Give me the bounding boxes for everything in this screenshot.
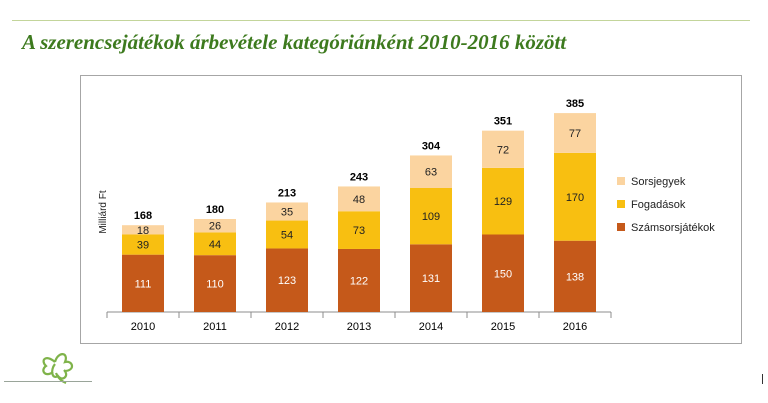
bar-sorsjegyek-2012 — [266, 202, 308, 221]
bar-számsorsjátékok-2013 — [338, 248, 380, 312]
bar-value-label: 54 — [281, 230, 293, 242]
total-label: 243 — [350, 171, 368, 183]
bar-számsorsjátékok-2014 — [410, 244, 452, 312]
bar-value-label: 77 — [569, 128, 581, 140]
legend-swatch — [617, 177, 625, 185]
bar-számsorsjátékok-2010 — [122, 254, 164, 312]
bar-value-label: 18 — [137, 225, 149, 237]
legend-swatch — [617, 200, 625, 208]
bar-fogadások-2015 — [482, 167, 524, 235]
bar-value-label: 129 — [494, 196, 512, 208]
bar-value-label: 73 — [353, 225, 365, 237]
bar-fogadások-2011 — [194, 232, 236, 256]
x-tick-label: 2010 — [131, 321, 155, 333]
clover-icon — [20, 340, 100, 390]
x-tick-label: 2016 — [563, 321, 587, 333]
bar-value-label: 35 — [281, 207, 293, 219]
total-label: 180 — [206, 204, 224, 216]
bar-value-label: 170 — [566, 192, 584, 204]
total-label: 168 — [134, 210, 152, 222]
bar-value-label: 110 — [206, 279, 224, 291]
bar-fogadások-2010 — [122, 234, 164, 255]
bar-value-label: 44 — [209, 239, 221, 251]
bar-value-label: 109 — [422, 211, 440, 223]
legend-item-label: Számsorsjátékok — [631, 222, 715, 234]
x-tick-label: 2013 — [347, 321, 371, 333]
legend-item-label: Fogadások — [631, 199, 686, 211]
bar-fogadások-2014 — [410, 188, 452, 245]
title-divider — [12, 20, 750, 21]
bar-value-label: 48 — [353, 194, 365, 206]
bar-value-label: 111 — [135, 278, 152, 290]
x-tick-label: 2011 — [203, 321, 227, 333]
bar-számsorsjátékok-2015 — [482, 234, 524, 312]
bar-fogadások-2016 — [554, 152, 596, 241]
bar-value-label: 63 — [425, 167, 437, 179]
bar-value-label: 72 — [497, 144, 509, 156]
bar-value-label: 39 — [137, 240, 149, 252]
x-tick-label: 2012 — [275, 321, 299, 333]
bar-sorsjegyek-2014 — [410, 155, 452, 188]
y-axis-label: Milliárd Ft — [98, 190, 109, 234]
bar-value-label: 123 — [278, 275, 296, 287]
total-label: 213 — [278, 187, 296, 199]
page-edge-mark — [762, 374, 763, 384]
bar-value-label: 138 — [566, 271, 584, 283]
legend-item-label: Sorsjegyek — [631, 176, 686, 188]
bar-fogadások-2013 — [338, 211, 380, 249]
bar-value-label: 26 — [209, 221, 221, 233]
total-label: 351 — [494, 116, 512, 128]
footer-divider — [4, 381, 92, 382]
bar-sorsjegyek-2015 — [482, 130, 524, 168]
bar-számsorsjátékok-2016 — [554, 240, 596, 312]
bar-value-label: 131 — [422, 273, 440, 285]
bar-számsorsjátékok-2012 — [266, 248, 308, 312]
x-tick-label: 2015 — [491, 321, 515, 333]
legend-swatch — [617, 223, 625, 231]
page-title: A szerencsejátékok árbevétele kategórián… — [22, 30, 567, 54]
bar-fogadások-2012 — [266, 220, 308, 249]
total-label: 385 — [566, 98, 584, 110]
bar-value-label: 150 — [494, 268, 512, 280]
bar-sorsjegyek-2011 — [194, 219, 236, 233]
bar-számsorsjátékok-2011 — [194, 255, 236, 312]
x-tick-label: 2014 — [419, 321, 443, 333]
bar-sorsjegyek-2016 — [554, 113, 596, 153]
bar-sorsjegyek-2013 — [338, 186, 380, 212]
bar-sorsjegyek-2010 — [122, 225, 164, 235]
total-label: 304 — [422, 140, 441, 152]
bar-value-label: 122 — [350, 275, 368, 287]
